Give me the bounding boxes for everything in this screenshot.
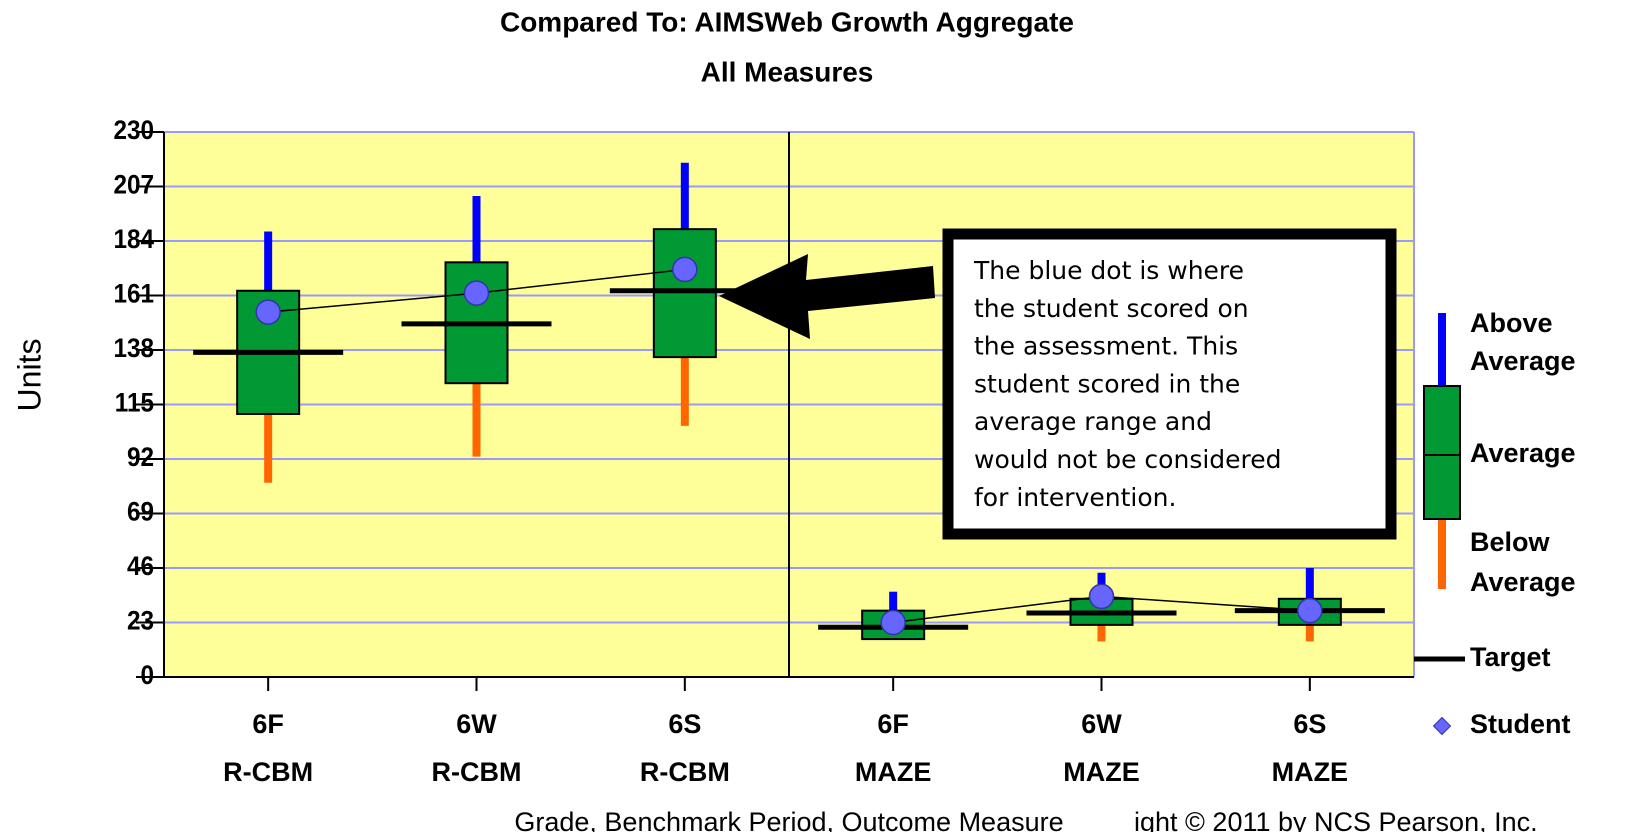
x-tick-label: MAZE bbox=[855, 757, 932, 787]
student-dot bbox=[255, 299, 281, 325]
x-tick-label: MAZE bbox=[1272, 757, 1349, 787]
student-dot bbox=[672, 256, 698, 283]
annotation-text: for intervention. bbox=[974, 483, 1176, 512]
legend-label: Below bbox=[1470, 527, 1551, 557]
x-tick-label: 6W bbox=[1081, 709, 1122, 739]
annotation-arrow bbox=[719, 254, 935, 339]
x-tick-label: 6W bbox=[456, 709, 497, 739]
y-tick-label: 92 bbox=[127, 443, 154, 472]
student-dot bbox=[463, 280, 490, 306]
student-dot bbox=[1297, 597, 1323, 624]
legend-student bbox=[1432, 716, 1452, 736]
legend-label: Average bbox=[1470, 567, 1576, 597]
annotation-text: The blue dot is where bbox=[973, 256, 1244, 285]
x-tick-label: R-CBM bbox=[640, 757, 730, 787]
x-tick-label: 6S bbox=[1293, 709, 1326, 739]
x-tick-label: R-CBM bbox=[432, 757, 522, 787]
legend-label: Student bbox=[1470, 709, 1571, 739]
student-dot bbox=[1088, 583, 1115, 610]
x-tick-label: 6F bbox=[252, 709, 284, 739]
legend-label: Average bbox=[1470, 346, 1576, 376]
y-tick-label: 161 bbox=[113, 280, 154, 309]
x-tick-label: MAZE bbox=[1063, 757, 1140, 787]
legend-label: Target bbox=[1470, 642, 1551, 672]
annotation-box bbox=[942, 228, 1397, 540]
chart-title: Compared To: AIMSWeb Growth Aggregate bbox=[500, 6, 1074, 37]
y-tick-label: 0 bbox=[140, 661, 154, 690]
legend-label: Average bbox=[1470, 438, 1576, 468]
annotation-text: would not be considered bbox=[974, 445, 1282, 474]
y-tick-label: 230 bbox=[113, 116, 154, 145]
x-tick-label: R-CBM bbox=[223, 757, 313, 787]
y-tick-label: 207 bbox=[113, 171, 154, 200]
annotation-text: student scored in the bbox=[974, 369, 1240, 398]
y-tick-label: 184 bbox=[113, 225, 154, 254]
annotation-text: the assessment. This bbox=[974, 332, 1238, 361]
y-tick-label: 69 bbox=[127, 498, 154, 527]
chart-subtitle: All Measures bbox=[701, 56, 874, 87]
x-tick-label: 6S bbox=[668, 709, 701, 739]
y-tick-label: 138 bbox=[113, 334, 154, 363]
annotation-text: the student scored on bbox=[974, 294, 1249, 323]
student-dot bbox=[880, 609, 906, 636]
legend-box bbox=[1423, 385, 1461, 520]
x-axis-label: Grade, Benchmark Period, Outcome Measure bbox=[514, 807, 1063, 832]
annotation-text: average range and bbox=[974, 407, 1212, 436]
copyright: ight © 2011 by NCS Pearson, Inc. bbox=[1134, 807, 1538, 832]
x-tick-label: 6F bbox=[877, 709, 909, 739]
y-tick-label: 46 bbox=[127, 552, 154, 581]
y-tick-label: 23 bbox=[127, 607, 154, 636]
y-tick-label: 115 bbox=[115, 389, 154, 418]
y-axis-label: Units bbox=[11, 339, 47, 412]
legend-label: Above bbox=[1470, 308, 1553, 338]
